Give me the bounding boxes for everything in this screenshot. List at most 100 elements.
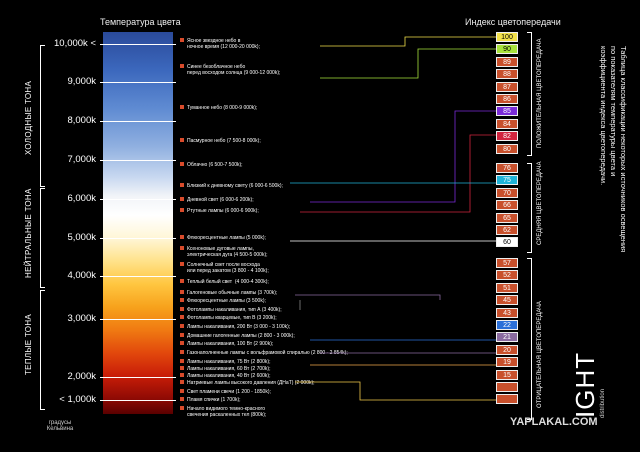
cri-value-box: 62 xyxy=(496,225,518,235)
cri-value-box: 20 xyxy=(496,344,518,355)
bullet-square-icon xyxy=(180,314,184,319)
kelvin-label: < 1,000k xyxy=(59,394,96,405)
kelvin-tick xyxy=(100,44,176,45)
light-source-label: Ксеноновые дуговые лампы, электрическая … xyxy=(187,246,268,258)
cri-bad-bracket xyxy=(527,258,532,420)
kelvin-tick xyxy=(100,160,176,161)
connector-100 xyxy=(320,36,496,47)
light-source-label: Флюоресцентные лампы (3 500k); xyxy=(187,298,266,304)
cri-value-box: 21 xyxy=(496,332,518,343)
bullet-square-icon xyxy=(180,278,184,283)
light-source-item: Ртутные лампы (6 000-6 900k); xyxy=(180,207,259,214)
cri-good-label: ПОЛОЖИТЕЛЬНАЯ ЦВЕТОПЕРЕДАЧА xyxy=(537,38,543,148)
bullet-square-icon xyxy=(180,261,184,266)
cri-value-box: 57 xyxy=(496,258,518,268)
kelvin-label: 8,000k xyxy=(67,115,96,126)
light-source-label: Близкий к дневному свету (6 000-6 500k); xyxy=(187,183,283,189)
cri-value-box: 43 xyxy=(496,307,518,318)
cri-value-box: 15 xyxy=(496,369,518,380)
kelvin-tick xyxy=(100,377,176,378)
bullet-square-icon xyxy=(180,207,184,212)
cri-value-box: 100 xyxy=(496,32,518,42)
logo-text: IGHT xyxy=(570,351,600,418)
light-source-item: Лампы накаливания, 40 Вт (2 600k); xyxy=(180,372,270,379)
neutral-tone-bracket xyxy=(40,188,45,288)
light-source-label: Галогеновые обычные лампы (3 700k); xyxy=(187,290,278,296)
light-source-item: Близкий к дневному свету (6 000-6 500k); xyxy=(180,182,283,189)
bullet-square-icon xyxy=(180,234,184,239)
kelvin-tick xyxy=(100,82,176,83)
cri-bad-label: ОТРИЦАТЕЛЬНАЯ ЦВЕТОПЕРЕДАЧА xyxy=(537,301,543,408)
connector-82 xyxy=(300,134,496,213)
cri-value-box xyxy=(496,382,518,392)
connector-purple-a xyxy=(295,294,441,300)
light-source-label: Флюоресцентные лампы (5 000k); xyxy=(187,235,266,241)
bullet-square-icon xyxy=(180,161,184,166)
light-source-item: Теплый белый свет (4 000-4 300k); xyxy=(180,278,269,285)
bullet-square-icon xyxy=(180,196,184,201)
light-source-label: Фотолампы накаливания, тип А (3 400k); xyxy=(187,307,282,313)
light-source-item: Лампы накаливания, 60 Вт (2 700k); xyxy=(180,365,270,372)
kelvin-tick xyxy=(100,400,176,401)
light-source-label: Свет пламени свечи (1 200 - 1850k); xyxy=(187,389,271,395)
cri-value-box: 65 xyxy=(496,212,518,223)
bullet-square-icon xyxy=(180,63,184,68)
light-source-label: Туманное небо (8 000-9 000k); xyxy=(187,105,258,111)
connector-85 xyxy=(310,110,496,203)
cri-value-box: 52 xyxy=(496,270,518,281)
cri-value-box: 86 xyxy=(496,94,518,104)
kelvin-label: 2,000k xyxy=(67,371,96,382)
bullet-square-icon xyxy=(180,358,184,363)
light-source-label: Ясное звездное небо в ночное время (12 0… xyxy=(187,38,260,50)
light-source-label: Фотолампы кварцевые, тип В (3 200k); xyxy=(187,315,277,321)
light-source-item: Лампы накаливания, 100 Вт (2 900k); xyxy=(180,340,273,347)
cri-value-box: 85 xyxy=(496,106,518,117)
bullet-square-icon xyxy=(180,289,184,294)
cri-value-box: 90 xyxy=(496,44,518,55)
kelvin-label: 5,000k xyxy=(67,232,96,243)
bullet-square-icon xyxy=(180,245,184,250)
connector-amber xyxy=(295,381,496,401)
temperature-gradient xyxy=(103,32,173,414)
bullet-square-icon xyxy=(180,379,184,384)
cri-value-box: 80 xyxy=(496,143,518,154)
light-source-item: Пасмурное небо (7 500-8 000k); xyxy=(180,137,261,144)
cri-value-box: 75 xyxy=(496,175,518,186)
cri-value-box: 60 xyxy=(496,237,518,248)
bullet-square-icon xyxy=(180,306,184,311)
light-source-item: Натриевые лампы высокого давления (ДНаТ)… xyxy=(180,379,315,386)
light-source-item: Начало видимого темно-красного свечения … xyxy=(180,405,266,418)
cri-medium-bracket xyxy=(527,163,532,253)
light-source-item: Флюоресцентные лампы (3 500k); xyxy=(180,297,266,304)
kelvin-tick xyxy=(100,238,176,239)
light-source-label: Ртутные лампы (6 000-6 900k); xyxy=(187,208,259,214)
kelvin-label: 9,000k xyxy=(67,76,96,87)
cri-value-box: 70 xyxy=(496,187,518,198)
logo-sub: distribution xyxy=(600,388,606,418)
bullet-square-icon xyxy=(180,104,184,109)
light-source-label: Пасмурное небо (7 500-8 000k); xyxy=(187,138,261,144)
kelvin-tick xyxy=(100,199,176,200)
bullet-square-icon xyxy=(180,37,184,42)
bullet-square-icon xyxy=(180,405,184,410)
light-source-label: Пламя спички (1 700k); xyxy=(187,397,241,403)
light-source-item: Свет пламени свечи (1 200 - 1850k); xyxy=(180,388,271,395)
bullet-square-icon xyxy=(180,349,184,354)
cri-value-box: 76 xyxy=(496,163,518,173)
light-source-label: Теплый белый свет (4 000-4 300k); xyxy=(187,279,269,285)
kelvin-footer: градусы Кельвина xyxy=(40,420,80,432)
light-source-label: Натриевые лампы высокого давления (ДНаТ)… xyxy=(187,380,315,386)
light-source-item: Солнечный свет после восхода или перед з… xyxy=(180,261,269,274)
light-source-item: Синее безоблачное небо перед восходом со… xyxy=(180,63,281,76)
light-source-label: Облачно (6 500-7 500k); xyxy=(187,162,243,168)
bullet-square-icon xyxy=(180,388,184,393)
bullet-square-icon xyxy=(180,323,184,328)
light-source-label: Лампы накаливания, 200 Вт (3 000 - 3 100… xyxy=(187,324,291,330)
light-source-label: Синее безоблачное небо перед восходом со… xyxy=(187,64,281,76)
watermark: YAPLAKAL.COM xyxy=(510,416,598,428)
light-source-item: Галогеновые обычные лампы (3 700k); xyxy=(180,289,278,296)
light-source-item: Фотолампы кварцевые, тип В (3 200k); xyxy=(180,314,277,321)
light-source-item: Дневной свет (6 000-6 200k); xyxy=(180,196,254,203)
kelvin-label: 7,000k xyxy=(67,154,96,165)
light-source-item: Фотолампы накаливания, тип А (3 400k); xyxy=(180,306,282,313)
